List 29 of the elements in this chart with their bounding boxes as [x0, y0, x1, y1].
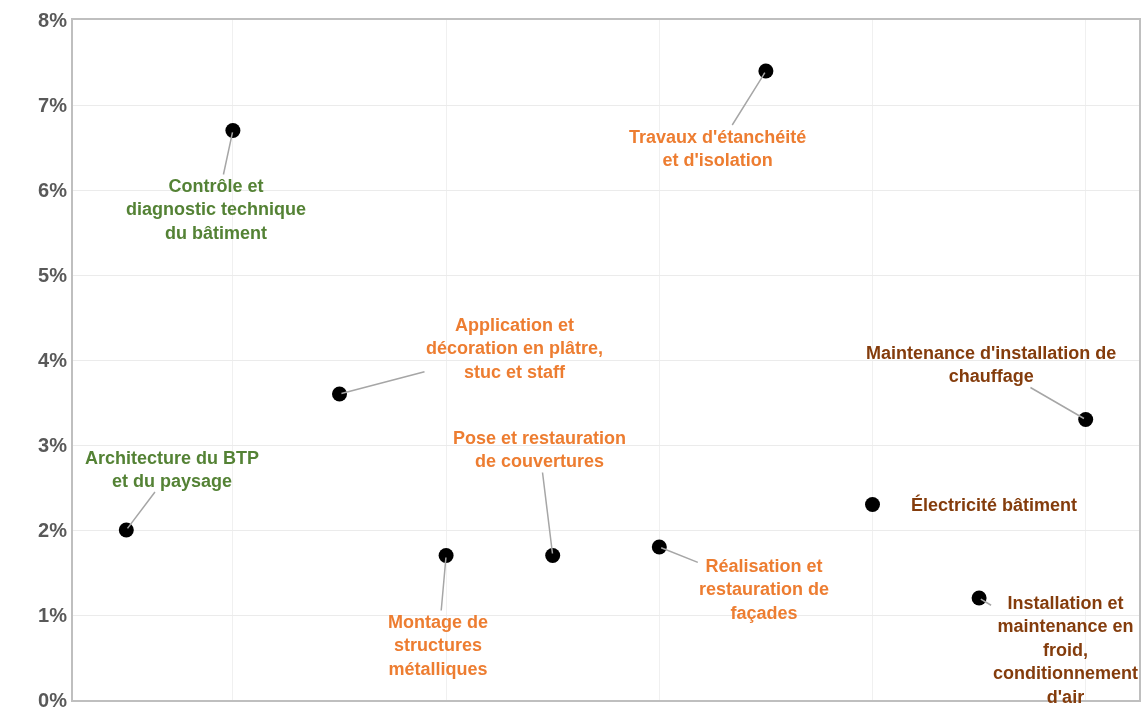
y-tick-label: 8%: [38, 9, 68, 31]
point: [758, 63, 774, 79]
point: [651, 539, 667, 555]
y-tick-label: 1%: [38, 604, 68, 626]
annotation: Travaux d'étanchéité et d'isolation: [629, 127, 807, 171]
annotation: Maintenance d'installation de chauffage: [866, 343, 1117, 387]
annotation: Installation et maintenance en froid, conditionnement d'air: [993, 593, 1138, 707]
annotation: Électricité bâtiment: [911, 494, 1078, 515]
point: [1078, 412, 1094, 427]
y-tick-label: 7%: [38, 94, 68, 116]
point: [971, 590, 987, 606]
y-tick-label: 2%: [38, 519, 68, 541]
y-tick-label: 6%: [38, 179, 68, 201]
point: [118, 522, 134, 538]
annotation: Contrôle et diagnostic technique du bâtiment: [126, 176, 307, 243]
point: [438, 548, 454, 563]
annotation: Réalisation et restauration de façades: [699, 556, 830, 623]
point: [545, 548, 561, 563]
y-tick-label: 0%: [38, 689, 68, 711]
y-tick-label: 5%: [38, 264, 68, 286]
annotation: Application et décoration en plâtre, stuc et staff: [426, 315, 604, 382]
annotation: Architecture du BTP et du paysage: [85, 448, 260, 492]
y-tick-label: 4%: [38, 349, 68, 371]
point: [865, 497, 880, 512]
annotation: Pose et restauration de couvertures: [453, 428, 627, 472]
point: [225, 123, 241, 138]
point: [332, 386, 347, 402]
annotation: Montage de structures métalliques: [388, 612, 489, 679]
y-tick-label: 3%: [38, 434, 68, 456]
